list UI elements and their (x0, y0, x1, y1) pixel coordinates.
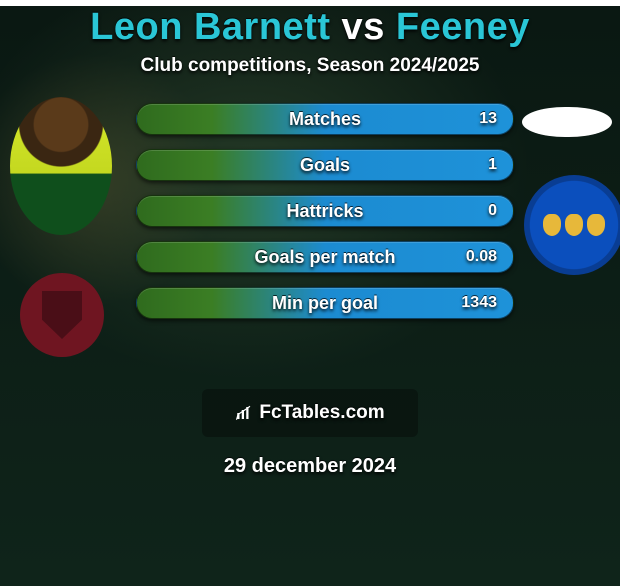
player2-photo (522, 107, 612, 137)
stat-value-right: 0.08 (466, 248, 497, 266)
vs-text: vs (331, 6, 396, 48)
player1-name: Leon Barnett (90, 6, 330, 48)
stat-label: Matches (289, 109, 361, 130)
stat-value-right: 1 (488, 156, 497, 174)
stat-label: Min per goal (272, 293, 378, 314)
subtitle: Club competitions, Season 2024/2025 (0, 55, 620, 77)
badge-lions-icon (543, 214, 605, 236)
shrewsbury-town-badge (524, 175, 620, 275)
stat-value-right: 0 (488, 202, 497, 220)
date-text: 29 december 2024 (0, 455, 620, 478)
stat-row-mpg: Min per goal 1343 (136, 287, 514, 319)
stat-value-right: 13 (479, 110, 497, 128)
stat-row-gpm: Goals per match 0.08 (136, 241, 514, 273)
page-title: Leon Barnett vs Feeney (0, 6, 620, 49)
northampton-town-badge (20, 273, 104, 357)
watermark-box: FcTables.com (202, 389, 418, 437)
stat-row-matches: Matches 13 (136, 103, 514, 135)
stat-label: Goals (300, 155, 350, 176)
stat-row-goals: Goals 1 (136, 149, 514, 181)
stat-label: Goals per match (254, 247, 395, 268)
stat-value-right: 1343 (461, 294, 497, 312)
stat-label: Hattricks (286, 201, 363, 222)
stat-row-hattricks: Hattricks 0 (136, 195, 514, 227)
player2-name: Feeney (396, 6, 530, 48)
watermark-text: FcTables.com (259, 402, 384, 424)
player1-photo (10, 97, 112, 235)
bar-chart-icon (235, 404, 253, 422)
